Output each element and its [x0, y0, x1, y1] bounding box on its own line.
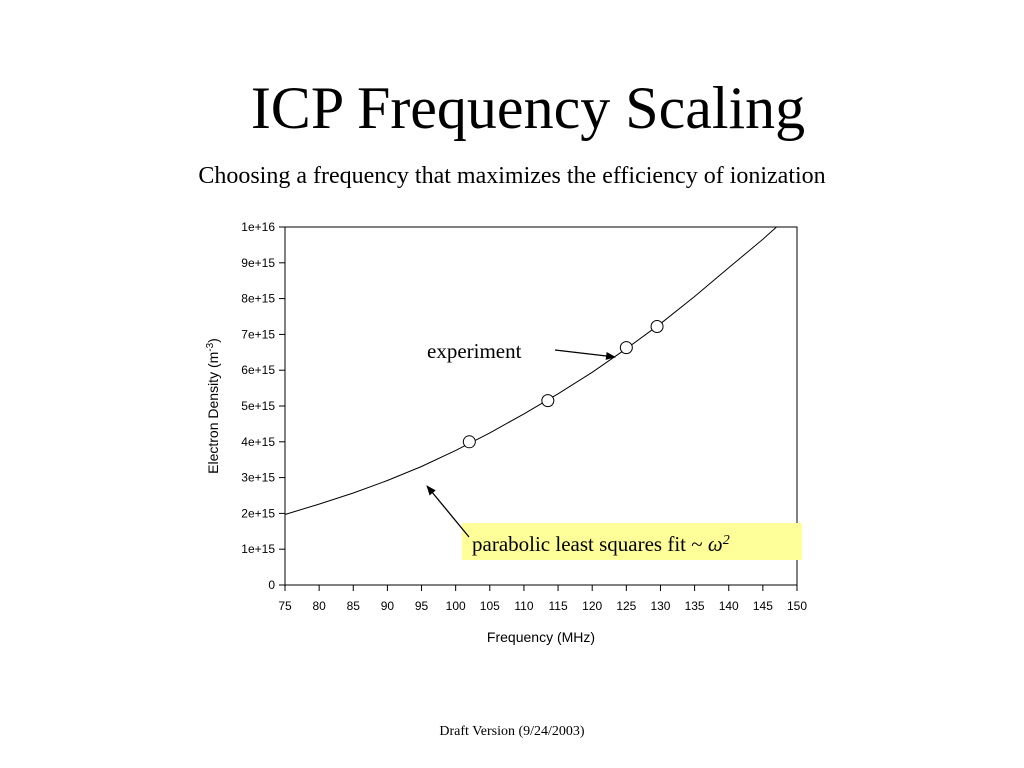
y-tick-label: 1e+15	[241, 542, 275, 556]
x-tick-label: 135	[685, 599, 705, 613]
x-tick-label: 125	[616, 599, 636, 613]
slide-subtitle: Choosing a frequency that maximizes the …	[198, 163, 826, 189]
y-tick-label: 2e+15	[241, 506, 275, 520]
experiment-annotation: experiment	[427, 339, 522, 363]
x-tick-label: 105	[480, 599, 500, 613]
fit-curve	[284, 226, 777, 515]
x-tick-label: 85	[347, 599, 361, 613]
fit-annotation-text: parabolic least squares fit ~	[472, 532, 708, 556]
x-tick-label: 80	[312, 599, 326, 613]
x-tick-label: 150	[787, 599, 807, 613]
experiment-point	[541, 394, 555, 408]
y-axis-ticks: 0 1e+15 2e+15 3e+15 4e+15 5e+15 6e+15 7e+15 8e+1…	[241, 220, 285, 592]
x-tick-label: 95	[415, 599, 429, 613]
x-tick-label: 130	[650, 599, 670, 613]
y-tick-label: 6e+15	[241, 363, 275, 377]
experiment-point	[462, 435, 476, 449]
y-tick-label: 0	[268, 578, 275, 592]
plot-frame	[284, 226, 798, 586]
footer: Draft Version (9/24/2003)	[439, 724, 585, 739]
experiment-arrow	[554, 349, 616, 360]
experiment-points	[462, 320, 664, 449]
fit-annotation: parabolic least squares fit ~ ω2	[472, 532, 730, 556]
experiment-point	[650, 320, 664, 334]
y-tick-label: 8e+15	[241, 292, 275, 306]
y-tick-label: 5e+15	[241, 399, 275, 413]
fit-arrow	[426, 485, 470, 538]
y-axis-title: Electron Density (m-3)	[205, 338, 222, 474]
x-tick-label: 145	[753, 599, 773, 613]
x-axis-ticks: 75 80 85 90 95 100 105 110 115 120 125 130 135 140 145…	[278, 585, 807, 613]
fit-exponent: 2	[723, 533, 730, 548]
experiment-point	[619, 341, 633, 355]
omega-symbol: ω	[708, 532, 723, 556]
y-axis-title-main: Electron Density (m	[205, 352, 221, 474]
x-tick-label: 115	[548, 599, 567, 613]
x-tick-label: 75	[278, 599, 292, 613]
x-axis-title: Frequency (MHz)	[487, 629, 595, 645]
x-tick-label: 140	[719, 599, 739, 613]
y-tick-label: 1e+16	[241, 220, 275, 234]
y-tick-label: 7e+15	[241, 327, 275, 341]
y-tick-label: 4e+15	[241, 435, 275, 449]
x-tick-label: 100	[446, 599, 466, 613]
y-axis-title-close: )	[205, 338, 221, 343]
y-tick-label: 3e+15	[241, 471, 275, 485]
y-tick-label: 9e+15	[241, 256, 275, 270]
x-tick-label: 120	[582, 599, 602, 613]
y-axis-title-sup: -3	[205, 342, 216, 351]
slide-title: ICP Frequency Scaling	[250, 75, 806, 141]
x-tick-label: 110	[514, 599, 533, 613]
x-tick-label: 90	[381, 599, 395, 613]
fit-annotation-box	[462, 523, 802, 560]
